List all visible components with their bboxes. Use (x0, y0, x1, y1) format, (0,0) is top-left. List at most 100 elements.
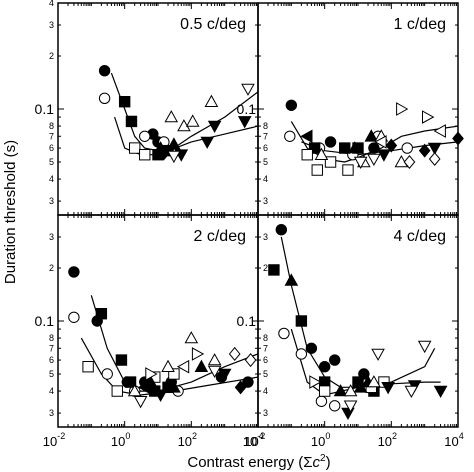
panel-frame (57, 2, 259, 216)
marker-open-square (324, 156, 337, 168)
x-tick-label: 10-2 (43, 431, 65, 449)
y-tick-label: 5 (263, 157, 268, 167)
y-tick-label: 8 (263, 333, 268, 343)
marker-filled-circle (98, 65, 111, 77)
marker-open-diamond (228, 346, 241, 361)
marker-open-triangle-up (185, 114, 200, 127)
marker-open-square (318, 385, 331, 397)
panel-bottom-right: 3 2 0.1 87 6 5 4 3 10-2 100 102 104 4 c/deg (237, 214, 464, 449)
marker-filled-triangle-down (207, 120, 222, 134)
marker-open-triangle-down (167, 150, 181, 164)
y-tick-label: 0.1 (35, 313, 55, 329)
marker-open-triangle-up (343, 384, 358, 397)
panel-top-right: 0.1 87 6 5 4 3 1 c/deg (237, 2, 464, 216)
marker-open-triangle-up (207, 353, 222, 366)
x-tick-label: 100 (311, 431, 330, 449)
marker-filled-circle (68, 266, 80, 278)
marker-filled-diamond (158, 146, 170, 161)
marker-open-diamond (244, 353, 257, 368)
marker-open-triangle-down (367, 153, 381, 167)
marker-filled-circle (368, 142, 380, 154)
marker-filled-square (339, 142, 351, 154)
y-tick-label: 7 (263, 131, 268, 141)
y-tick-label: 3 (49, 408, 54, 418)
marker-open-triangle-down (133, 396, 148, 409)
y-tick-label: 5 (263, 369, 268, 379)
marker-filled-triangle-up (347, 141, 362, 154)
x-tick-label: 10-2 (243, 431, 265, 449)
x-tick-label: 100 (111, 431, 130, 449)
panel-title: 0.5 c/deg (180, 16, 246, 33)
marker-open-triangle-down (404, 385, 419, 399)
y-tick-label: 0.1 (35, 101, 55, 117)
y-tick-label: 6 (49, 355, 54, 365)
y-tick-label: 4 (49, 174, 54, 184)
panel-top-left: 4 3 2 0.1 87 6 5 4 3 0.5 c/deg (35, 0, 259, 216)
marker-open-triangle-right (396, 102, 409, 116)
panel-title: 1 c/deg (394, 16, 446, 33)
y-tick-label: 3 (49, 20, 54, 30)
marker-open-square (139, 149, 151, 161)
marker-filled-square (124, 376, 137, 388)
y-tick-label: 2 (263, 263, 268, 273)
marker-filled-square (125, 115, 138, 128)
marker-open-square (301, 149, 313, 161)
marker-open-triangle-up (164, 110, 179, 123)
marker-filled-triangle-down (427, 142, 442, 156)
y-tick-label: 6 (49, 143, 54, 153)
marker-open-triangle-down (417, 340, 432, 354)
y-tick-label: 2 (49, 263, 54, 273)
marker-open-square (311, 164, 323, 176)
x-tick-label: 102 (178, 431, 197, 449)
marker-filled-triangle-down (381, 382, 395, 395)
marker-open-square (111, 385, 123, 397)
marker-filled-circle (275, 224, 287, 236)
marker-open-circle (98, 92, 111, 105)
panel-title: 2 c/deg (194, 228, 246, 245)
marker-open-triangle-down (343, 400, 358, 413)
marker-filled-diamond (234, 380, 247, 395)
marker-filled-square (308, 142, 321, 154)
marker-filled-circle (242, 376, 254, 388)
marker-filled-triangle-down (217, 368, 232, 382)
y-tick-label: 8 (263, 121, 268, 131)
y-tick-label: 4 (49, 386, 54, 396)
x-tick-label: 104 (444, 431, 463, 449)
marker-open-square (168, 368, 180, 380)
marker-open-triangle-left (374, 135, 387, 149)
marker-filled-square (118, 96, 131, 108)
marker-open-triangle-down (241, 83, 255, 96)
marker-open-triangle-down (371, 348, 385, 361)
marker-filled-triangle-up (364, 129, 379, 142)
marker-open-circle (139, 130, 151, 142)
fit-curve (280, 236, 436, 388)
marker-open-triangle-down (207, 365, 222, 379)
y-tick-label: 6 (263, 355, 268, 365)
marker-open-circle (278, 327, 290, 340)
marker-filled-square (95, 308, 108, 320)
y-tick-label: 4 (49, 0, 54, 8)
y-tick-label: 3 (263, 408, 268, 418)
marker-open-square (82, 361, 94, 373)
y-tick-label: 8 (49, 333, 54, 343)
y-tick-label: 3 (49, 196, 54, 206)
y-tick-label: 8 (49, 121, 54, 131)
panel-frame (257, 214, 459, 428)
marker-open-triangle-left (433, 124, 446, 138)
y-tick-label: 4 (263, 386, 268, 396)
y-tick-label: 5 (49, 157, 54, 167)
marker-filled-triangle-up (333, 384, 348, 397)
marker-open-diamond (428, 151, 441, 167)
panel-title: 4 c/deg (394, 228, 446, 245)
marker-open-circle (329, 400, 341, 412)
marker-filled-triangle-up (167, 137, 181, 150)
marker-filled-square (115, 354, 128, 366)
marker-filled-triangle-up (284, 273, 299, 286)
marker-open-triangle-right (191, 347, 205, 361)
marker-filled-circle (318, 361, 331, 373)
y-tick-label: 3 (263, 196, 268, 206)
marker-open-square (129, 142, 141, 154)
y-tick-label: 0.1 (237, 313, 257, 329)
